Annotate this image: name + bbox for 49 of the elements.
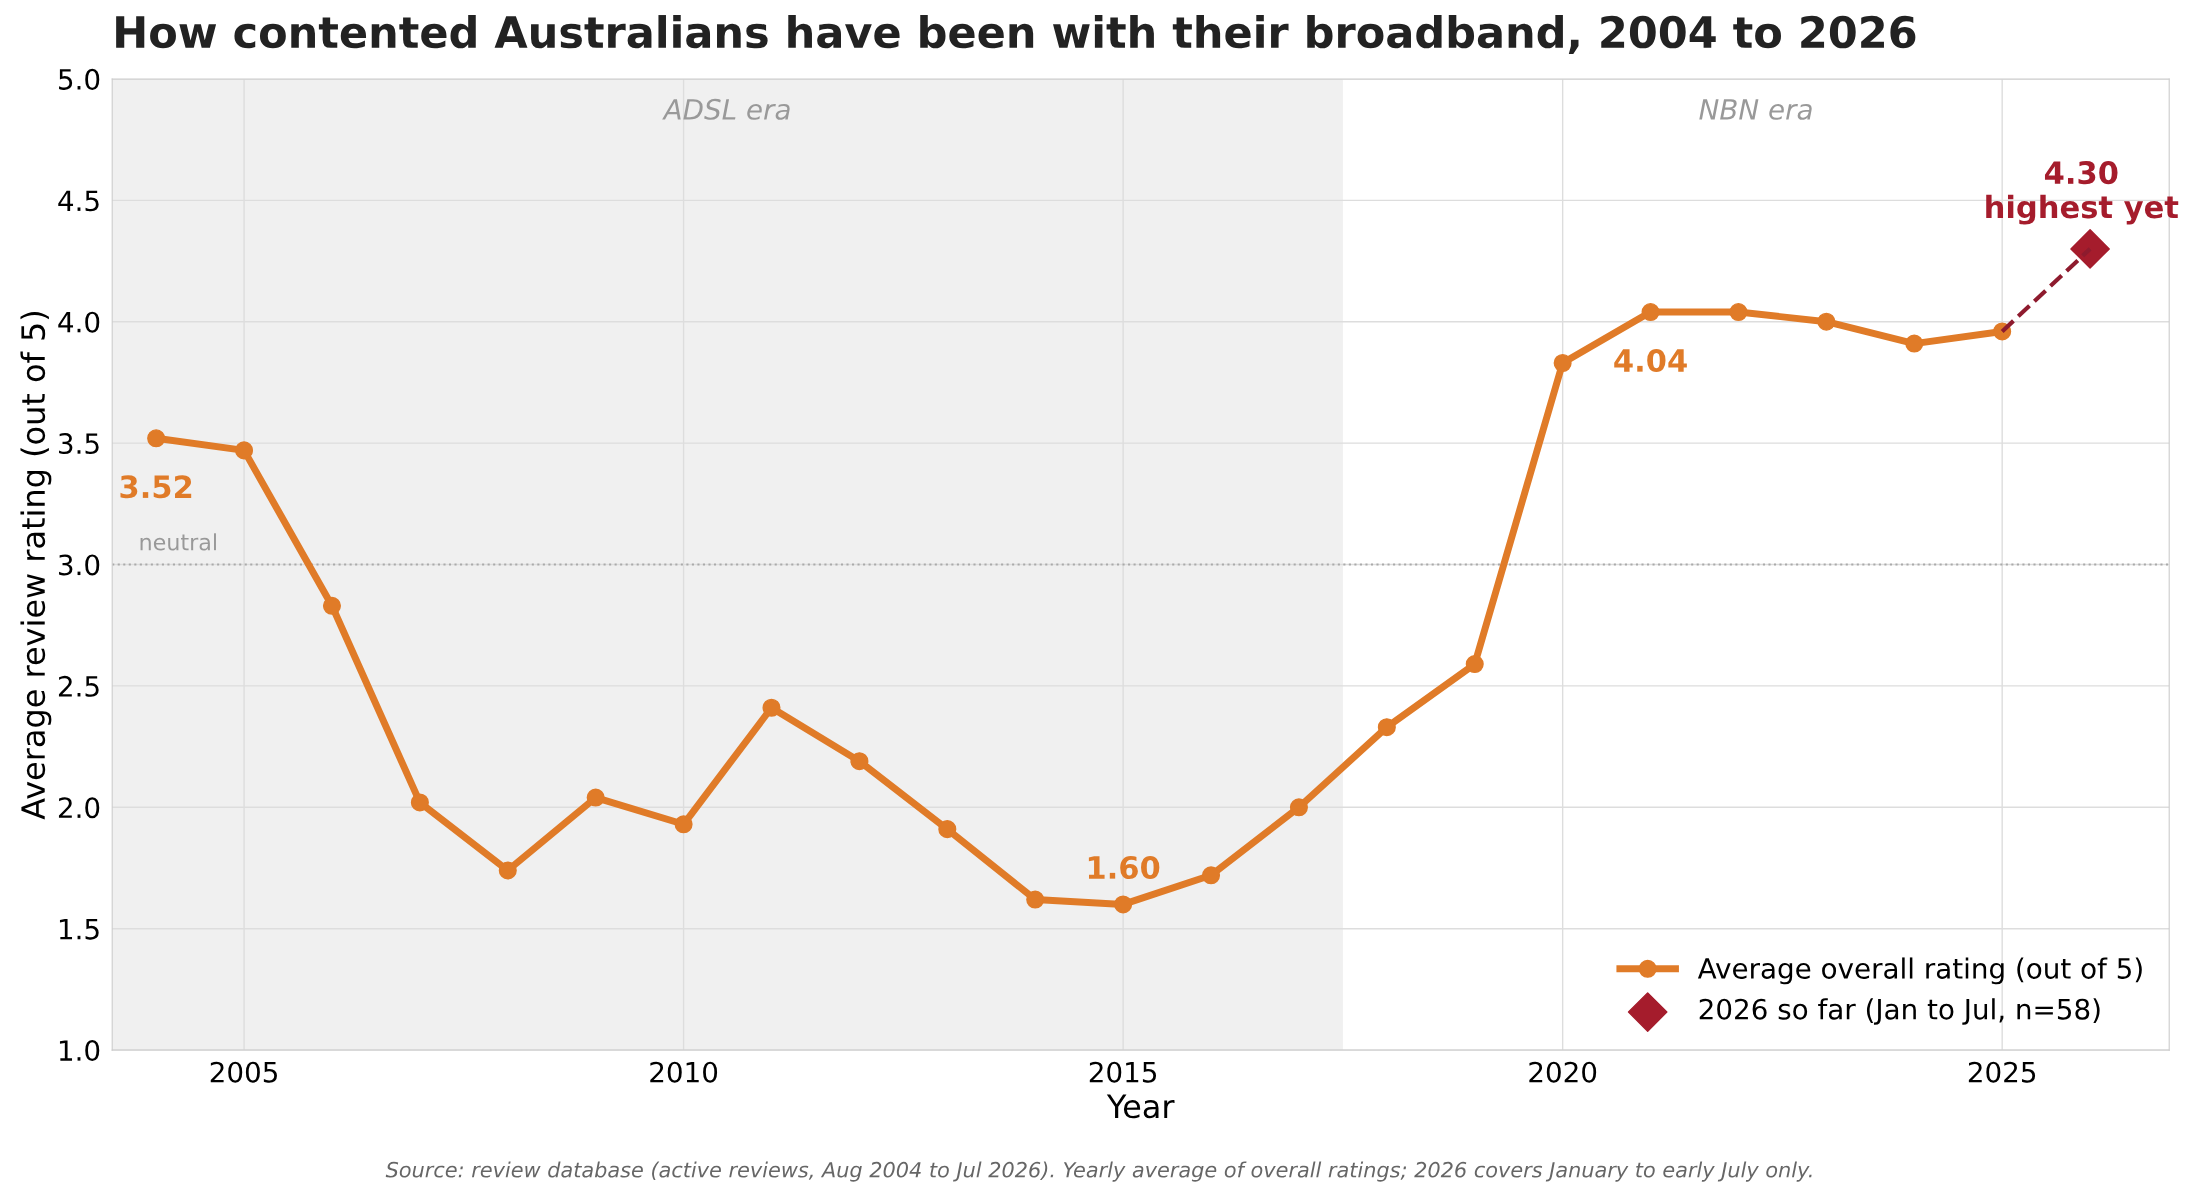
x-tick-label: 2010 xyxy=(650,1061,718,1083)
point xyxy=(1729,302,1748,322)
y-tick-label: 4.5 xyxy=(58,190,99,212)
legend-label: Average overall rating (out of 5) xyxy=(1697,957,2142,985)
point xyxy=(498,861,517,880)
point xyxy=(674,815,693,834)
x-tick-label: 2015 xyxy=(1089,1061,1157,1083)
y-tick-label: 3.5 xyxy=(59,433,99,455)
y-tick-label: 1.5 xyxy=(59,919,99,940)
y-tick-label: 4.0 xyxy=(58,311,100,333)
point xyxy=(1289,798,1308,817)
y-tick-label: 5.0 xyxy=(59,68,100,90)
y-tick-label: 2.0 xyxy=(58,797,100,819)
point xyxy=(850,752,869,771)
x-axis-title: Year xyxy=(1106,1094,1175,1119)
point xyxy=(1553,353,1572,373)
annotation: 1.60 xyxy=(1088,855,1160,880)
point xyxy=(938,820,957,839)
point xyxy=(1817,312,1836,331)
point xyxy=(1114,895,1133,914)
x-tick-label: 2025 xyxy=(1968,1061,2036,1083)
point xyxy=(235,441,254,460)
y-tick-label: 3.0 xyxy=(59,554,100,576)
point xyxy=(1026,890,1045,909)
chart-title: How contented Australians have been with their broadband, 2004 to 2026 xyxy=(116,15,1916,54)
x-tick-label: 2005 xyxy=(210,1061,277,1083)
point xyxy=(1201,866,1221,885)
source-note: Source: review database (active reviews, Aug 2004 to Jul 2026). Yearly average of overall ratings; 2026 covers January to early July only. xyxy=(385,1161,1812,1182)
x-tick-label: 2020 xyxy=(1529,1061,1597,1083)
point xyxy=(147,429,166,448)
point xyxy=(2070,229,2110,269)
point xyxy=(1465,655,1484,674)
ref-line-label: neutral xyxy=(140,533,216,551)
y-tick-label: 1.0 xyxy=(59,1040,100,1062)
annotation: NBN era xyxy=(1699,99,1812,120)
legend-label: 2026 so far (Jan to Jul, n=58) xyxy=(1699,998,2100,1025)
point xyxy=(762,698,781,717)
y-tick-label: 2.5 xyxy=(58,675,99,697)
point xyxy=(1641,302,1660,322)
point xyxy=(410,793,429,812)
annotation: 4.04 xyxy=(1614,348,1687,373)
point xyxy=(322,596,341,615)
point xyxy=(586,788,605,807)
annotation: 4.30 highest yet xyxy=(1986,161,2179,225)
point xyxy=(1905,334,1924,353)
band-label: ADSL era xyxy=(662,98,790,120)
annotation: 3.52 xyxy=(120,475,192,499)
y-axis-title: Average review rating (out of 5) xyxy=(20,311,52,820)
point xyxy=(1377,718,1396,737)
